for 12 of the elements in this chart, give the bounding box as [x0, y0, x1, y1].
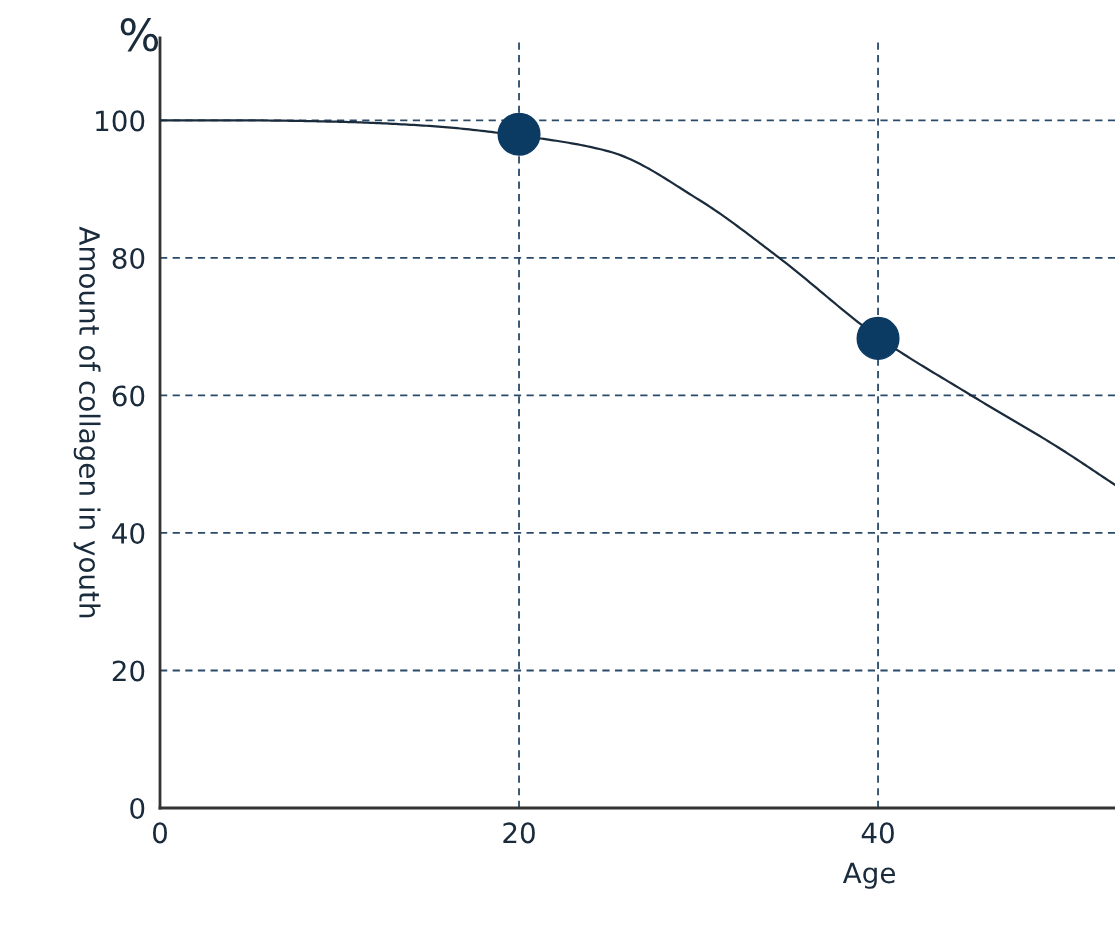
y-axis-title: Amount of collagen in youth [73, 226, 101, 618]
y-tick-label: 0 [130, 797, 145, 819]
y-tick-label: 40 [112, 522, 145, 544]
x-tick-label: 20 [503, 822, 535, 844]
y-tick-label: 100 [96, 110, 145, 132]
y-tick-label: 60 [112, 385, 145, 407]
text: % [120, 17, 159, 52]
x-tick-label: 40 [861, 822, 894, 844]
y-tick-label: 80 [112, 247, 145, 269]
x-axis-title: Age [842, 862, 895, 889]
y-tick-label: 20 [112, 660, 145, 682]
x-tick-label: 0 [153, 822, 167, 844]
